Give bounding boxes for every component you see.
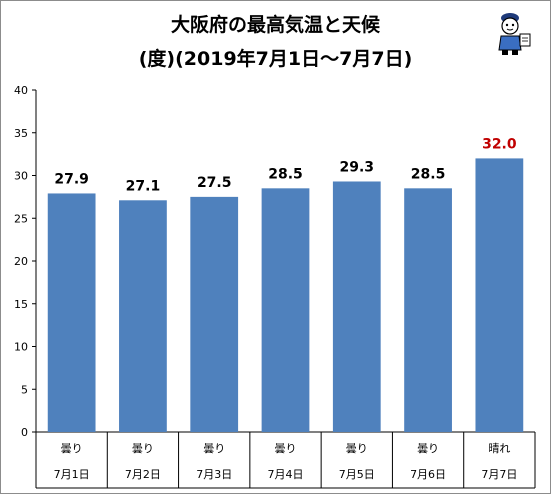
weather-label: 曇り [417, 442, 439, 455]
y-tick-label: 5 [21, 383, 28, 396]
date-label: 7月4日 [268, 468, 304, 481]
data-label: 28.5 [268, 166, 303, 182]
weather-label: 晴れ [488, 442, 510, 455]
weather-label: 曇り [346, 442, 368, 455]
data-label: 27.5 [197, 175, 232, 191]
weather-label: 曇り [275, 442, 297, 455]
y-tick-label: 25 [14, 212, 28, 225]
mascot-illustration [498, 13, 531, 55]
bar [475, 158, 524, 432]
y-tick-label: 30 [14, 170, 28, 183]
date-label: 7月3日 [196, 468, 232, 481]
date-label: 7月7日 [481, 468, 517, 481]
date-label: 7月6日 [410, 468, 446, 481]
bar [261, 188, 310, 432]
bar [332, 181, 381, 432]
weather-label: 曇り [61, 442, 83, 455]
weather-label: 曇り [132, 442, 154, 455]
data-label: 29.3 [340, 159, 375, 175]
bar [190, 196, 239, 432]
date-label: 7月5日 [339, 468, 375, 481]
bar [404, 188, 452, 432]
bar [47, 193, 96, 432]
bar [119, 200, 167, 432]
y-tick-label: 40 [14, 84, 28, 97]
y-tick-label: 10 [14, 341, 28, 354]
data-label: 28.5 [411, 166, 446, 182]
data-label: 27.1 [126, 178, 161, 194]
weather-label: 曇り [203, 442, 225, 455]
y-tick-label: 20 [14, 255, 28, 268]
data-label: 32.0 [482, 136, 517, 152]
chart-subtitle: (度)(2019年7月1日〜7月7日) [138, 48, 413, 70]
chart-title: 大阪府の最高気温と天候 [170, 14, 380, 36]
date-label: 7月1日 [54, 468, 90, 481]
y-tick-label: 0 [21, 426, 28, 439]
y-tick-label: 35 [14, 127, 28, 140]
y-tick-label: 15 [14, 298, 28, 311]
date-label: 7月2日 [125, 468, 161, 481]
data-label: 27.9 [54, 171, 89, 187]
